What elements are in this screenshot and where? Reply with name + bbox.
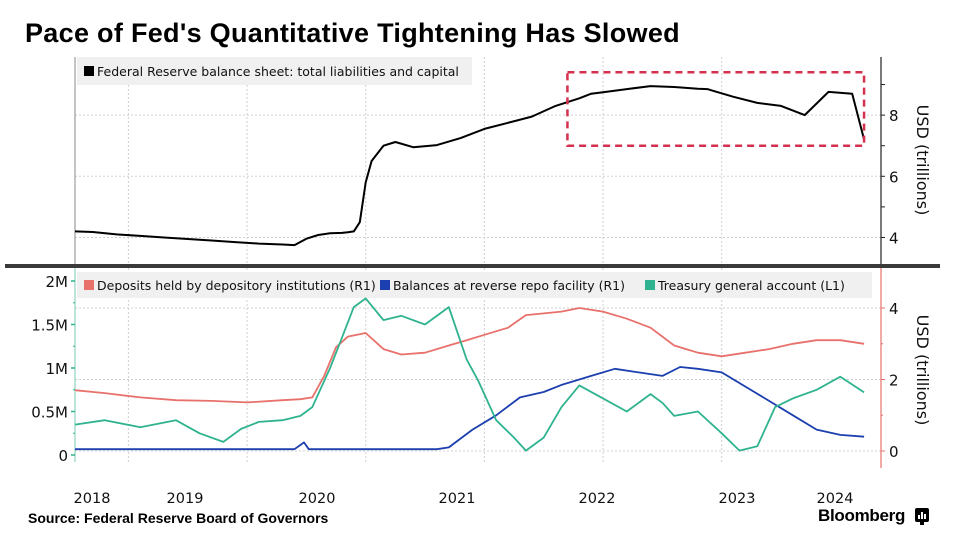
bottom-left-tick-label: 0.5M [31, 404, 68, 422]
bottom-left-tick-label: 1.5M [31, 317, 68, 335]
x-tick-label: 2020 [299, 491, 336, 507]
bloomberg-terminal-icon [915, 508, 929, 525]
bottom-legend-swatch [84, 280, 94, 290]
bottom-legend-label: Deposits held by depository institutions… [97, 278, 376, 293]
top-legend-background [77, 57, 472, 85]
top-legend-label: Federal Reserve balance sheet: total lia… [97, 64, 459, 79]
x-tick-label: 2021 [439, 491, 476, 507]
top-series-line [74, 85, 866, 247]
bottom-right-tick-label: 2 [889, 372, 899, 390]
bottom-right-tick-label: 4 [889, 300, 899, 318]
highlight-dashed-box [566, 71, 866, 147]
treasury-general-account-line [74, 297, 865, 452]
source-note: Source: Federal Reserve Board of Governo… [28, 510, 329, 526]
top-y-tick-label: 6 [889, 168, 899, 186]
x-tick-label: 2023 [719, 491, 756, 507]
bottom-left-tick-label: 2M [46, 273, 69, 291]
bottom-legend-swatch [645, 280, 655, 290]
bottom-left-tick-label: 0 [58, 447, 68, 465]
x-tick-label: 2019 [167, 491, 204, 507]
top-y-axis-label: USD (trillions) [913, 105, 932, 216]
x-tick-label: 2022 [579, 491, 616, 507]
reverse-repo-line [75, 366, 865, 451]
bottom-legend-label: Balances at reverse repo facility (R1) [393, 278, 625, 293]
panel-separator [5, 264, 940, 268]
bottom-legend-label: Treasury general account (L1) [657, 278, 845, 293]
bottom-left-tick-label: 1M [46, 360, 69, 378]
bottom-right-tick-label: 0 [889, 443, 899, 461]
bottom-y-axis-label: USD (trillions) [913, 315, 932, 426]
bottom-panel: Deposits held by depository institutions… [31, 268, 932, 507]
bottom-legend-swatch [380, 280, 390, 290]
top-legend-swatch [84, 66, 94, 76]
top-y-tick-label: 8 [889, 107, 899, 125]
chart-title: Pace of Fed's Quantitative Tightening Ha… [25, 18, 680, 48]
top-y-tick-label: 4 [889, 229, 899, 247]
x-tick-label: 2024 [817, 491, 854, 507]
x-tick-label: 2018 [74, 491, 111, 507]
top-panel: Federal Reserve balance sheet: total lia… [5, 57, 940, 268]
deposits-line [74, 307, 865, 404]
brand-logo-text: Bloomberg [818, 506, 906, 525]
bottom-legend-background [77, 272, 872, 298]
